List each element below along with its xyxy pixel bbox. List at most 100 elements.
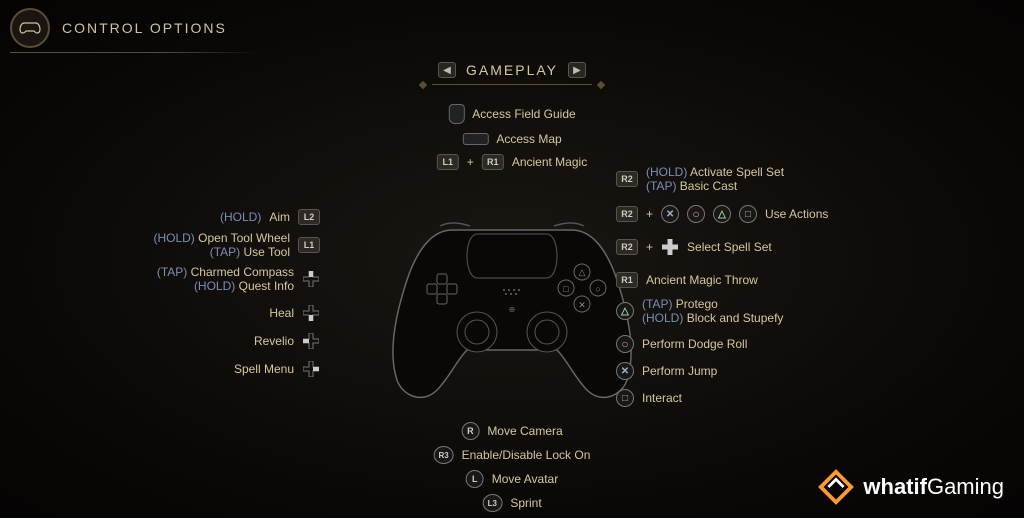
tab-next-button[interactable]: ▶ (568, 62, 586, 78)
binding-dodge: Perform Dodge Roll (616, 335, 747, 353)
controller-diagram: △ ✕ □ ○ ⊕ (382, 222, 642, 417)
binding-tool: (HOLD) Open Tool Wheel (TAP) Use Tool L1 (153, 236, 320, 254)
binding-field-guide: Access Field Guide (448, 104, 575, 124)
tab-prev-button[interactable]: ◀ (438, 62, 456, 78)
binding-r2: R2 (HOLD) Activate Spell Set (TAP) Basic… (616, 170, 784, 188)
circle-icon (687, 205, 705, 223)
label: Access Field Guide (472, 107, 575, 121)
binding-aim: (HOLD) Aim L2 (220, 208, 320, 226)
touchpad-icon (448, 104, 464, 124)
header: CONTROL OPTIONS (10, 8, 227, 48)
header-underline (10, 52, 260, 53)
mod-hold: (HOLD) (642, 311, 683, 325)
label: Quest Info (239, 279, 294, 293)
center-top-bindings: Access Field Guide Access Map L1 + R1 An… (437, 104, 587, 170)
binding-move-avatar: L Move Avatar (466, 470, 558, 488)
binding-jump: Perform Jump (616, 362, 717, 380)
page-title: CONTROL OPTIONS (62, 20, 227, 36)
l1-icon: L1 (298, 237, 320, 253)
right-bindings: R2 (HOLD) Activate Spell Set (TAP) Basic… (616, 170, 896, 407)
l2-icon: L2 (298, 209, 320, 225)
binding-triangle: (TAP) Protego (HOLD) Block and Stupefy (616, 302, 783, 320)
mod-hold: (HOLD) (153, 231, 194, 245)
binding-access-map: Access Map (462, 132, 561, 146)
label: Use Actions (765, 207, 828, 221)
label: Enable/Disable Lock On (462, 448, 591, 462)
tab-underline (432, 84, 592, 85)
plus-icon: + (467, 155, 474, 169)
r1-icon: R1 (482, 154, 504, 170)
binding-revelio: Revelio (254, 332, 320, 350)
svg-text:△: △ (579, 267, 586, 277)
binding-ancient-throw: R1 Ancient Magic Throw (616, 271, 758, 289)
l1-icon: L1 (437, 154, 459, 170)
binding-use-actions: R2 + Use Actions (616, 205, 828, 223)
square-icon (616, 389, 634, 407)
triangle-icon (713, 205, 731, 223)
svg-text:□: □ (563, 284, 569, 294)
watermark-text: whatifGaming (863, 474, 1004, 500)
label: Activate Spell Set (690, 165, 784, 179)
mod-tap: (TAP) (642, 297, 672, 311)
circle-icon (616, 335, 634, 353)
binding-lock-on: R3 Enable/Disable Lock On (434, 446, 591, 464)
label: Select Spell Set (687, 240, 772, 254)
watermark: whatifGaming (817, 468, 1004, 506)
label: Protego (676, 297, 718, 311)
mod-hold: (HOLD) (646, 165, 687, 179)
label: Move Camera (487, 424, 562, 438)
left-bindings: (HOLD) Aim L2 (HOLD) Open Tool Wheel (TA… (90, 208, 320, 378)
mod-hold: (HOLD) (220, 210, 261, 224)
r2-icon: R2 (616, 239, 638, 255)
mod-tap: (TAP) (210, 245, 240, 259)
l3-icon: L3 (482, 494, 502, 512)
tab-title: GAMEPLAY (466, 62, 558, 78)
label: Interact (642, 391, 682, 405)
r2-icon: R2 (616, 171, 638, 187)
label: Basic Cast (680, 179, 737, 193)
triangle-icon (616, 302, 634, 320)
dpad-down-icon (302, 304, 320, 322)
label: Open Tool Wheel (198, 231, 290, 245)
plus-icon: + (646, 240, 653, 254)
controller-badge-icon (10, 8, 50, 48)
label: Revelio (254, 334, 294, 348)
binding-spell-menu: Spell Menu (234, 360, 320, 378)
label: Use Tool (244, 245, 290, 259)
dpad-up-icon (302, 270, 320, 288)
binding-interact: Interact (616, 389, 682, 407)
mod-tap: (TAP) (157, 265, 187, 279)
mod-hold: (HOLD) (194, 279, 235, 293)
square-icon (739, 205, 757, 223)
binding-select-spell-set: R2 + Select Spell Set (616, 238, 772, 256)
label: Ancient Magic (512, 155, 587, 169)
binding-heal: Heal (269, 304, 320, 322)
binding-move-camera: R Move Camera (461, 422, 562, 440)
label: Sprint (510, 496, 541, 510)
label: Charmed Compass (191, 265, 294, 279)
label: Ancient Magic Throw (646, 273, 758, 287)
plus-icon: + (646, 207, 653, 221)
dpad-right-icon (302, 360, 320, 378)
label: Heal (269, 306, 294, 320)
label: Block and Stupefy (687, 311, 784, 325)
cross-icon (616, 362, 634, 380)
center-bottom-bindings: R Move Camera R3 Enable/Disable Lock On … (434, 422, 591, 512)
l-stick-icon: L (466, 470, 484, 488)
binding-compass: (TAP) Charmed Compass (HOLD) Quest Info (157, 270, 320, 288)
label: Move Avatar (492, 472, 558, 486)
r1-icon: R1 (616, 272, 638, 288)
label: Access Map (496, 132, 561, 146)
svg-text:○: ○ (595, 284, 600, 294)
options-button-icon (462, 133, 488, 145)
mod-tap: (TAP) (646, 179, 676, 193)
label: Aim (269, 210, 290, 224)
svg-text:⊕: ⊕ (509, 305, 516, 314)
r-stick-icon: R (461, 422, 479, 440)
tab-bar: ◀ GAMEPLAY ▶ (438, 62, 586, 78)
dpad-all-icon (661, 238, 679, 256)
binding-ancient-magic: L1 + R1 Ancient Magic (437, 154, 587, 170)
r3-icon: R3 (434, 446, 454, 464)
watermark-logo-icon (817, 468, 855, 506)
binding-sprint: L3 Sprint (482, 494, 541, 512)
